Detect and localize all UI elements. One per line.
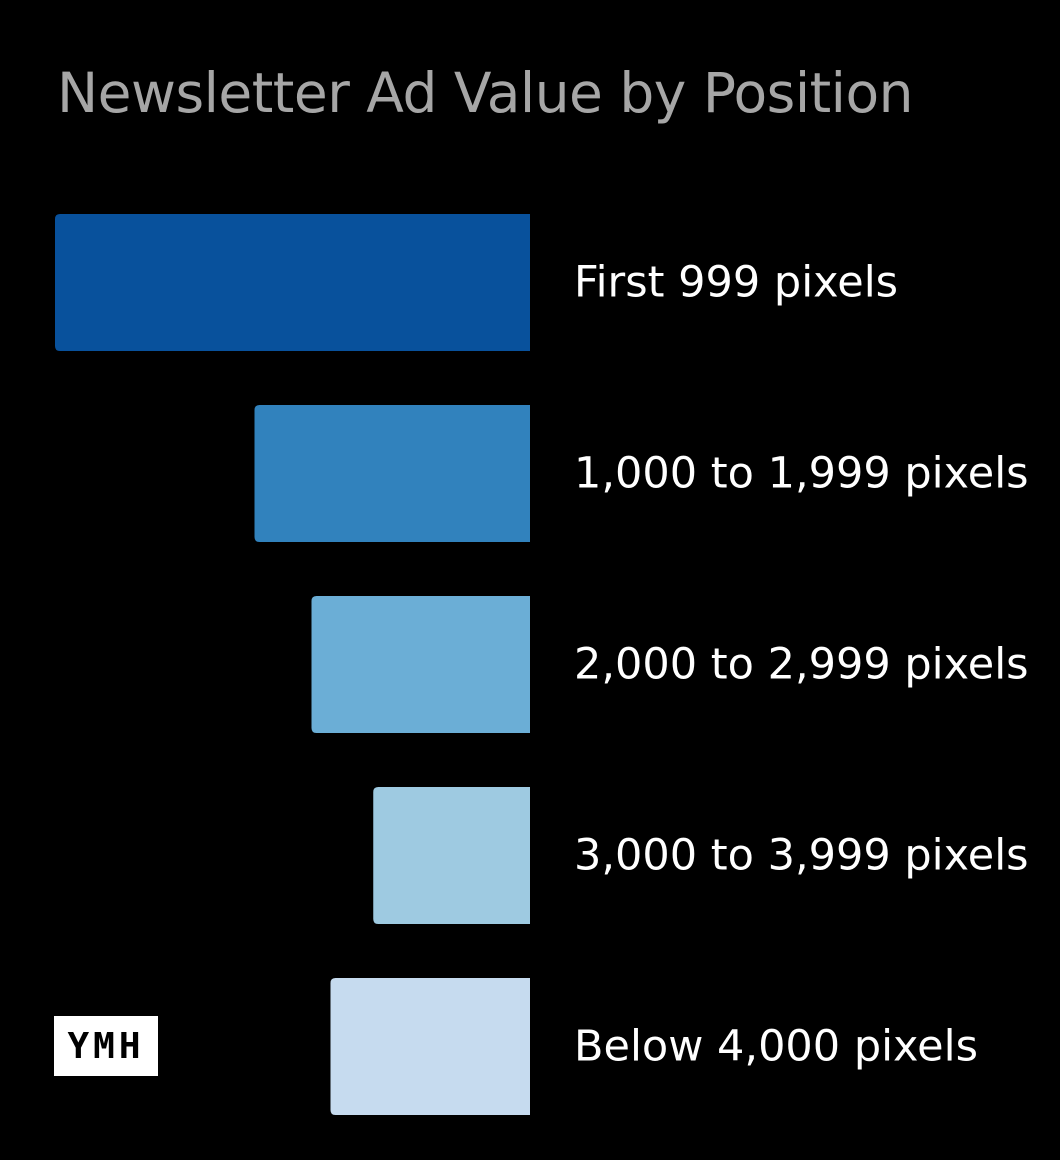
bar-2 xyxy=(254,405,530,542)
ymh-logo: YMH xyxy=(54,1016,158,1076)
bar-label-3: 2,000 to 2,999 pixels xyxy=(574,640,1029,690)
bar-label-2: 1,000 to 1,999 pixels xyxy=(574,449,1029,499)
bar-label-1: First 999 pixels xyxy=(574,258,898,308)
bar-4 xyxy=(373,787,530,924)
chart-title: Newsletter Ad Value by Position xyxy=(57,61,913,125)
bar-label-4: 3,000 to 3,999 pixels xyxy=(574,831,1029,881)
bar-5 xyxy=(330,978,530,1115)
bar-label-5: Below 4,000 pixels xyxy=(574,1022,978,1072)
bar-3 xyxy=(311,596,530,733)
bar-1 xyxy=(55,214,530,351)
